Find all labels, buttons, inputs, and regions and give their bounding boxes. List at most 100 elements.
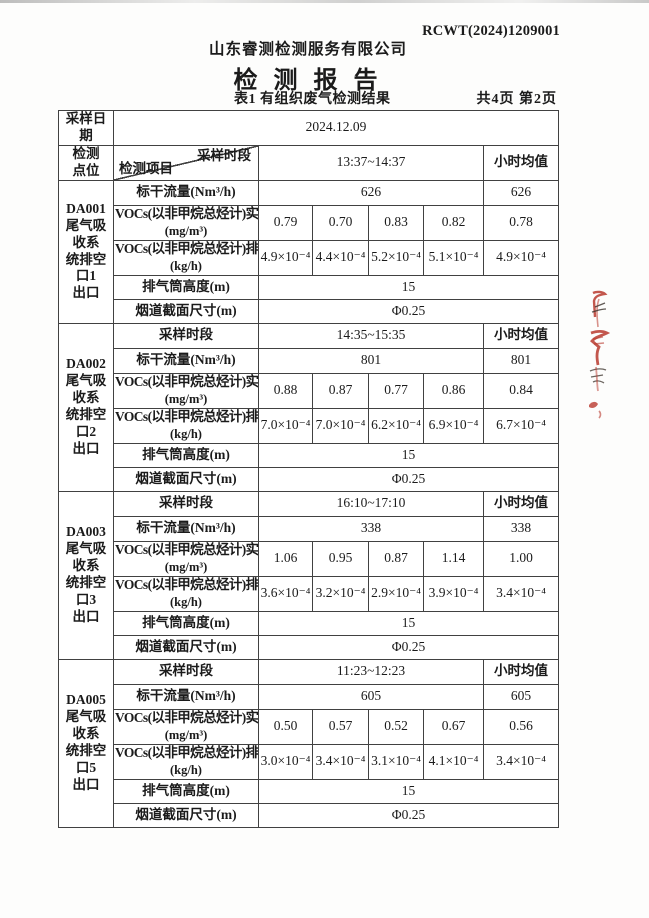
conc-row-da002: VOCs(以非甲烷总烃计)实测浓度(mg/m³) 0.88 0.87 0.77 … (59, 372, 559, 409)
duct-size-label: 烟道截面尺寸(m) (113, 466, 259, 492)
rate-row-da001: VOCs(以非甲烷总烃计)排放速率 (kg/h) 4.9×10⁻⁴ 4.4×10⁻… (59, 239, 559, 276)
rate-value: 6.9×10⁻⁴ (423, 407, 484, 444)
duct-size-value-da003: Φ0.25 (258, 634, 559, 660)
conc-value: 0.67 (423, 708, 484, 745)
caption-row: 表1 有组织废气检测结果 共4页 第2页 (58, 88, 558, 108)
rate-avg-da003: 3.4×10⁻⁴ (483, 575, 559, 612)
conc-value: 1.06 (258, 540, 313, 577)
conc-value: 0.79 (258, 204, 313, 241)
stack-height-value-da003: 15 (258, 610, 559, 636)
period-value-da005: 11:23~12:23 (258, 658, 484, 685)
diagonal-top-label: 采样时段 (197, 147, 251, 163)
duct-row-da001: 烟道截面尺寸(m) Φ0.25 (59, 298, 559, 324)
flow-row-da002: 标干流量(Nm³/h) 801 801 (59, 347, 559, 374)
conc-label-line1: VOCs(以非甲烷总烃计)实测浓度 (115, 373, 259, 389)
rate-label: VOCs(以非甲烷总烃计)排放速率 (kg/h) (113, 239, 259, 276)
duct-size-label: 烟道截面尺寸(m) (113, 802, 259, 828)
period-label: 采样时段 (113, 658, 259, 685)
rate-label: VOCs(以非甲烷总烃计)排放速率 (kg/h) (113, 575, 259, 612)
conc-label-line2: (mg/m³) (164, 391, 208, 406)
stack-height-value-da002: 15 (258, 442, 559, 468)
conc-label: VOCs(以非甲烷总烃计)实测浓度 (mg/m³) (113, 372, 259, 409)
flow-value-da005: 605 (258, 683, 484, 710)
stamp-fragment (589, 290, 611, 419)
rate-row-da002: VOCs(以非甲烷总烃计)排放速率 (kg/h) 7.0×10⁻⁴ 7.0×10⁻… (59, 407, 559, 444)
conc-value: 0.52 (368, 708, 424, 745)
duct-size-label: 烟道截面尺寸(m) (113, 298, 259, 324)
hour-avg-header-da003: 小时均值 (483, 490, 559, 517)
hour-avg-header-da005: 小时均值 (483, 658, 559, 685)
rate-value: 2.9×10⁻⁴ (368, 575, 424, 612)
conc-value: 0.82 (423, 204, 484, 241)
duct-size-value-da001: Φ0.25 (258, 298, 559, 324)
stack-row-da001: 排气筒高度(m) 15 (59, 274, 559, 300)
conc-label-line1: VOCs(以非甲烷总烃计)实测浓度 (115, 541, 259, 557)
sampling-date-row: 采样日期 2024.12.09 (58, 110, 559, 146)
flow-avg-da001: 626 (483, 179, 559, 206)
table-header-row: 检测 点位 采样时段 检测项目 13:37~14:37 小时均值 (58, 144, 559, 181)
conc-value: 0.88 (258, 372, 313, 409)
rate-label: VOCs(以非甲烷总烃计)排放速率 (kg/h) (113, 743, 259, 780)
conc-value: 0.87 (368, 540, 424, 577)
duct-row-da002: 烟道截面尺寸(m) Φ0.25 (59, 466, 559, 492)
report-number: RCWT(2024)1209001 (422, 23, 560, 39)
rate-value: 4.9×10⁻⁴ (258, 239, 313, 276)
table-caption: 表1 有组织废气检测结果 (234, 92, 391, 107)
duct-row-da005: 烟道截面尺寸(m) Φ0.25 (59, 802, 559, 828)
rate-avg-da005: 3.4×10⁻⁴ (483, 743, 559, 780)
period-value-da003: 16:10~17:10 (258, 490, 484, 517)
flow-label: 标干流量(Nm³/h) (113, 179, 259, 206)
stack-height-value-da001: 15 (258, 274, 559, 300)
conc-value: 0.77 (368, 372, 424, 409)
duct-row-da003: 烟道截面尺寸(m) Φ0.25 (59, 634, 559, 660)
flow-avg-da005: 605 (483, 683, 559, 710)
page-info: 共4页 第2页 (476, 92, 557, 107)
rate-label-line2: (kg/h) (170, 594, 202, 609)
diagonal-line (114, 146, 258, 180)
rate-label-line1: VOCs(以非甲烷总烃计)排放速率 (115, 408, 259, 424)
conc-value: 0.70 (312, 204, 369, 241)
conc-row-da005: VOCs(以非甲烷总烃计)实测浓度(mg/m³) 0.50 0.57 0.52 … (59, 708, 559, 745)
conc-row-da003: VOCs(以非甲烷总烃计)实测浓度(mg/m³) 1.06 0.95 0.87 … (59, 540, 559, 577)
flow-label: 标干流量(Nm³/h) (113, 515, 259, 542)
conc-avg-da005: 0.56 (483, 708, 559, 745)
rate-row-da005: VOCs(以非甲烷总烃计)排放速率 (kg/h) 3.0×10⁻⁴ 3.4×10⁻… (59, 743, 559, 780)
point-cell-da001: DA001 尾气吸收系 统排空口1 出口 (58, 179, 114, 324)
conc-row-da001: VOCs(以非甲烷总烃计)实测浓度(mg/m³) 0.79 0.70 0.83 … (59, 204, 559, 241)
conc-label-line2: (mg/m³) (164, 559, 208, 574)
rate-value: 5.2×10⁻⁴ (368, 239, 424, 276)
flow-row-da001: DA001 尾气吸收系 统排空口1 出口 标干流量(Nm³/h) 626 626 (58, 179, 559, 324)
rate-label-line2: (kg/h) (170, 762, 202, 777)
sampling-date-label: 采样日期 (58, 110, 114, 146)
stack-row-da003: 排气筒高度(m) 15 (59, 610, 559, 636)
conc-value: 0.83 (368, 204, 424, 241)
rate-value: 7.0×10⁻⁴ (312, 407, 369, 444)
conc-label-line2: (mg/m³) (164, 727, 208, 742)
diagonal-bottom-label: 检测项目 (119, 160, 173, 176)
conc-label-line1: VOCs(以非甲烷总烃计)实测浓度 (115, 709, 259, 725)
period-value-da002: 14:35~15:35 (258, 322, 484, 349)
rate-value: 3.2×10⁻⁴ (312, 575, 369, 612)
conc-label: VOCs(以非甲烷总烃计)实测浓度 (mg/m³) (113, 708, 259, 745)
period-row-da003: DA003 尾气吸收系 统排空口3 出口 采样时段 16:10~17:10 小时… (58, 490, 559, 660)
rate-label-line1: VOCs(以非甲烷总烃计)排放速率 (115, 576, 259, 592)
rate-value: 3.0×10⁻⁴ (258, 743, 313, 780)
rate-value: 5.1×10⁻⁴ (423, 239, 484, 276)
rate-avg-da001: 4.9×10⁻⁴ (483, 239, 559, 276)
rate-value: 4.4×10⁻⁴ (312, 239, 369, 276)
rate-value: 4.1×10⁻⁴ (423, 743, 484, 780)
duct-size-value-da002: Φ0.25 (258, 466, 559, 492)
point-cell-da002: DA002 尾气吸收系 统排空口2 出口 (58, 322, 114, 492)
conc-value: 0.87 (312, 372, 369, 409)
conc-avg-da002: 0.84 (483, 372, 559, 409)
conc-avg-da001: 0.78 (483, 204, 559, 241)
period-row-da005: DA005 尾气吸收系 统排空口5 出口 采样时段 11:23~12:23 小时… (58, 658, 559, 828)
sampling-date-value: 2024.12.09 (113, 110, 559, 146)
flow-value-da003: 338 (258, 515, 484, 542)
flow-row-da005: 标干流量(Nm³/h) 605 605 (59, 683, 559, 710)
rate-avg-da002: 6.7×10⁻⁴ (483, 407, 559, 444)
rate-label-line1: VOCs(以非甲烷总烃计)排放速率 (115, 240, 259, 256)
stack-height-label: 排气筒高度(m) (113, 274, 259, 300)
point-column-header: 检测 点位 (58, 144, 114, 181)
